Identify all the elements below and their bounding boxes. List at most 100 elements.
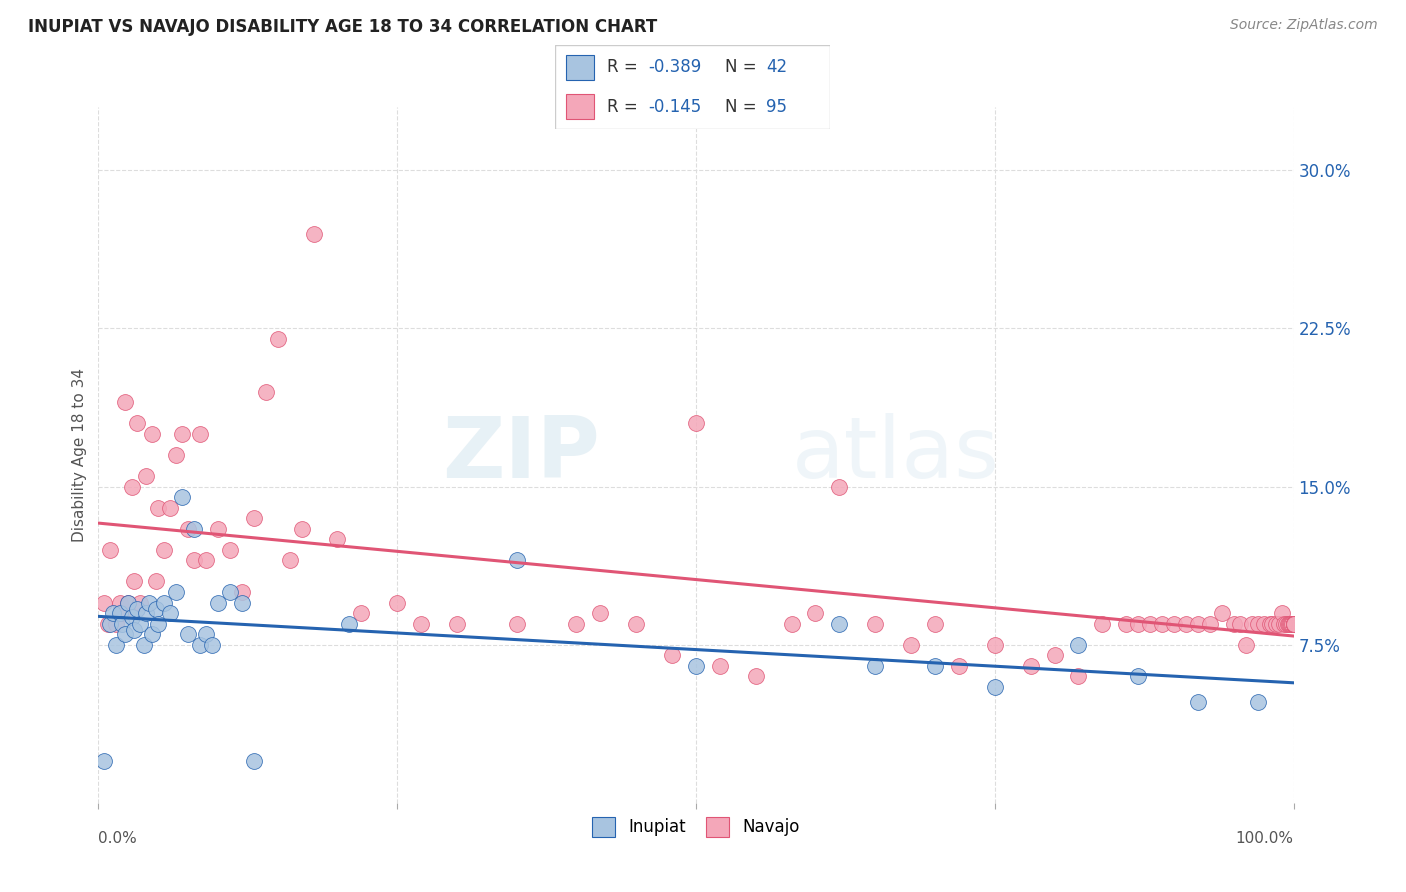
Point — [661, 648, 683, 663]
Point — [1019, 658, 1042, 673]
Point — [565, 616, 588, 631]
Text: ZIP: ZIP — [443, 413, 600, 497]
Text: Source: ZipAtlas.com: Source: ZipAtlas.com — [1230, 18, 1378, 32]
Point — [1271, 606, 1294, 620]
Point — [780, 616, 803, 631]
Point — [148, 500, 170, 515]
Point — [1043, 648, 1066, 663]
Text: atlas: atlas — [792, 413, 1000, 497]
Point — [97, 616, 120, 631]
Point — [254, 384, 277, 399]
Point — [138, 595, 160, 609]
Point — [195, 553, 218, 567]
Point — [685, 417, 707, 431]
Point — [135, 469, 157, 483]
Point — [411, 616, 433, 631]
Point — [1067, 638, 1090, 652]
Point — [302, 227, 325, 241]
Point — [183, 522, 205, 536]
Point — [207, 522, 229, 536]
Point — [1272, 616, 1295, 631]
Point — [278, 553, 301, 567]
Point — [129, 616, 152, 631]
Point — [1229, 616, 1251, 631]
Point — [148, 616, 170, 631]
Text: 42: 42 — [766, 58, 787, 76]
Point — [93, 595, 115, 609]
Point — [828, 616, 851, 631]
FancyBboxPatch shape — [555, 45, 830, 129]
Point — [1277, 616, 1299, 631]
Point — [804, 606, 827, 620]
Point — [117, 595, 139, 609]
Point — [195, 627, 218, 641]
Point — [589, 606, 612, 620]
Point — [984, 680, 1007, 694]
Text: R =: R = — [607, 98, 644, 116]
Point — [105, 616, 128, 631]
Bar — [567, 54, 593, 80]
Point — [1282, 616, 1305, 631]
Point — [219, 542, 242, 557]
Text: N =: N = — [725, 98, 762, 116]
Point — [828, 479, 851, 493]
Point — [1187, 616, 1209, 631]
Point — [129, 595, 152, 609]
Text: 0.0%: 0.0% — [98, 830, 138, 846]
Point — [685, 658, 707, 673]
Text: -0.145: -0.145 — [648, 98, 702, 116]
Point — [446, 616, 468, 631]
Text: 100.0%: 100.0% — [1236, 830, 1294, 846]
Point — [1282, 616, 1305, 631]
Point — [117, 595, 139, 609]
Point — [984, 638, 1007, 652]
Point — [1282, 616, 1305, 631]
Point — [124, 574, 146, 589]
Point — [1282, 616, 1305, 631]
Point — [1091, 616, 1114, 631]
Point — [1128, 616, 1150, 631]
Point — [231, 595, 253, 609]
Point — [865, 616, 887, 631]
Point — [1067, 669, 1090, 683]
Point — [1240, 616, 1263, 631]
Point — [172, 426, 194, 441]
Point — [124, 623, 146, 637]
Point — [201, 638, 224, 652]
Point — [1187, 695, 1209, 709]
Text: N =: N = — [725, 58, 762, 76]
Point — [125, 602, 148, 616]
Point — [1175, 616, 1198, 631]
Point — [924, 658, 946, 673]
Point — [177, 522, 200, 536]
Text: INUPIAT VS NAVAJO DISABILITY AGE 18 TO 34 CORRELATION CHART: INUPIAT VS NAVAJO DISABILITY AGE 18 TO 3… — [28, 18, 658, 36]
Point — [1278, 616, 1301, 631]
Point — [188, 638, 211, 652]
Point — [219, 585, 242, 599]
Point — [243, 754, 266, 768]
Point — [1128, 669, 1150, 683]
Point — [141, 627, 163, 641]
Point — [267, 332, 290, 346]
Point — [231, 585, 253, 599]
Point — [1234, 638, 1257, 652]
Point — [105, 638, 128, 652]
Point — [1253, 616, 1275, 631]
Point — [114, 627, 136, 641]
Point — [1261, 616, 1284, 631]
Point — [111, 606, 134, 620]
Point — [1211, 606, 1233, 620]
Point — [1268, 616, 1291, 631]
Point — [1199, 616, 1222, 631]
Point — [145, 574, 167, 589]
Point — [506, 616, 529, 631]
Point — [111, 616, 134, 631]
Point — [1281, 616, 1303, 631]
Point — [121, 479, 143, 493]
Point — [1258, 616, 1281, 631]
Point — [141, 426, 163, 441]
Point — [385, 595, 409, 609]
Point — [709, 658, 731, 673]
Text: 95: 95 — [766, 98, 787, 116]
Point — [339, 616, 361, 631]
